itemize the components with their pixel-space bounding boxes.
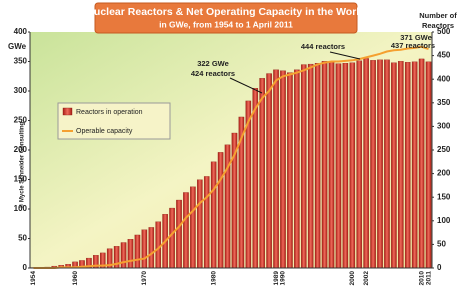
bar xyxy=(322,61,327,268)
credit: © Mycle Schneider Consulting xyxy=(19,121,26,208)
bar xyxy=(169,208,174,268)
bar xyxy=(398,61,403,268)
bar xyxy=(377,60,382,268)
legend-swatch xyxy=(63,108,72,115)
bar xyxy=(412,62,417,268)
legend: Reactors in operation Operable capacity xyxy=(58,103,170,139)
y2-tick-label: 400 xyxy=(437,74,451,83)
annotation: 444 reactors xyxy=(301,42,345,51)
bar xyxy=(287,73,292,268)
bar xyxy=(142,230,147,268)
y-tick-label: 150 xyxy=(14,175,28,184)
x-tick-label: 1980 xyxy=(210,271,217,286)
bar xyxy=(329,62,334,268)
bar xyxy=(204,176,209,268)
chart-subtitle: in GWe, from 1954 to 1 April 2011 xyxy=(159,19,293,29)
y2-tick-label: 100 xyxy=(437,216,451,225)
annotation: 437 reactors xyxy=(391,41,435,50)
bar xyxy=(384,60,389,268)
y-tick-label: 100 xyxy=(14,204,28,213)
bar xyxy=(426,62,431,268)
bar xyxy=(315,63,320,268)
bar xyxy=(294,70,299,268)
x-tick-label: 2002 xyxy=(363,271,370,286)
x-tick-label: 2011 xyxy=(425,271,432,285)
x-tick-label: 1954 xyxy=(30,271,37,286)
y-tick-label: 300 xyxy=(14,86,28,95)
y2-tick-label: 350 xyxy=(437,98,451,107)
bar xyxy=(419,59,424,268)
bar xyxy=(364,58,369,268)
y-axis-title: GWe xyxy=(8,42,27,51)
bar xyxy=(218,152,223,268)
y2-tick-label: 450 xyxy=(437,51,451,60)
legend-label: Reactors in operation xyxy=(76,109,143,116)
bar xyxy=(135,235,140,268)
bar xyxy=(197,180,202,268)
bar xyxy=(391,63,396,268)
bar xyxy=(128,239,133,268)
bar xyxy=(121,243,126,268)
bar xyxy=(308,64,313,268)
y-tick-label: 0 xyxy=(23,263,28,272)
bar xyxy=(405,62,410,268)
bar xyxy=(266,74,271,268)
y-tick-label: 50 xyxy=(18,234,27,243)
chart-title: Nuclear Reactors & Net Operating Capacit… xyxy=(86,6,365,18)
y2-tick-label: 0 xyxy=(437,263,442,272)
x-tick-label: 1960 xyxy=(72,271,79,286)
bar xyxy=(273,70,278,268)
annotation: 424 reactors xyxy=(191,69,235,78)
y2-tick-label: 300 xyxy=(437,122,451,131)
x-tick-label: 1990 xyxy=(280,271,287,286)
y2-tick-label: 50 xyxy=(437,240,446,249)
y-tick-label: 350 xyxy=(14,57,28,66)
legend-label: Operable capacity xyxy=(76,128,133,135)
bar xyxy=(343,63,348,268)
bar xyxy=(336,64,341,268)
y2-tick-label: 150 xyxy=(437,192,451,201)
y-tick-label: 200 xyxy=(14,145,28,154)
y-tick-label: 400 xyxy=(14,27,28,36)
y-tick-label: 250 xyxy=(14,116,28,125)
y2-tick-label: 200 xyxy=(437,169,451,178)
bar xyxy=(190,187,195,268)
bar xyxy=(260,78,265,268)
annotation: 322 GWe xyxy=(197,59,229,68)
bar xyxy=(350,63,355,268)
bar xyxy=(149,227,154,268)
bar xyxy=(211,162,216,268)
bar xyxy=(370,60,375,268)
bar xyxy=(183,192,188,268)
bar xyxy=(357,61,362,268)
y2-tick-label: 250 xyxy=(437,145,451,154)
bar xyxy=(301,65,306,268)
bar xyxy=(176,200,181,268)
bar xyxy=(280,71,285,268)
x-tick-label: 2000 xyxy=(349,271,356,286)
bar xyxy=(156,222,161,268)
x-tick-label: 1970 xyxy=(141,271,148,286)
bar xyxy=(253,88,258,268)
